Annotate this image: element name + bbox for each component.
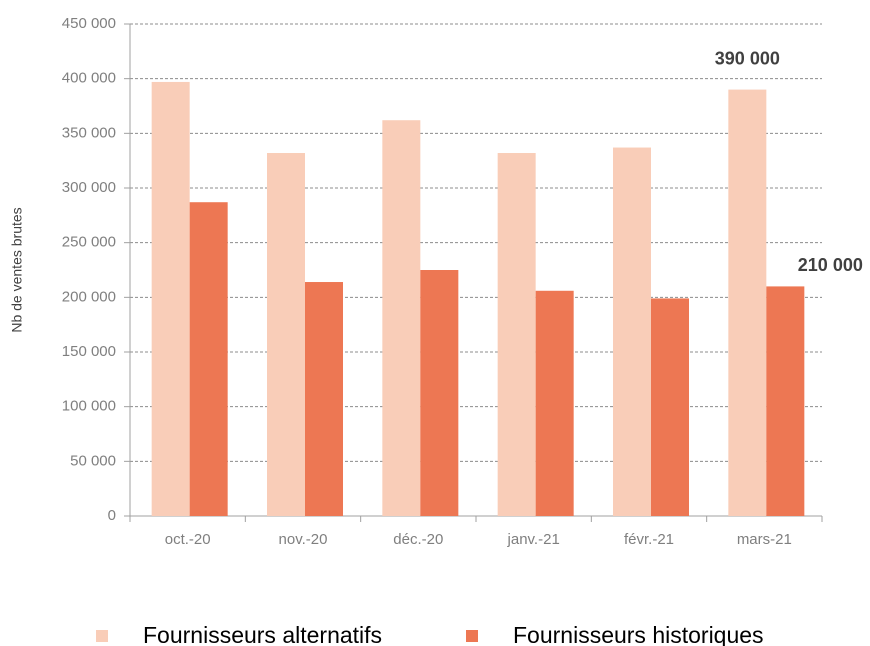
data-label: 210 000 [798, 255, 863, 275]
y-tick-label: 300 000 [62, 179, 116, 196]
legend-swatch [466, 630, 478, 642]
bar [305, 282, 343, 516]
legend-label: Fournisseurs historiques [513, 622, 764, 646]
y-tick-label: 150 000 [62, 343, 116, 360]
bar [651, 298, 689, 516]
bar [189, 202, 228, 517]
y-tick-label: 200 000 [62, 288, 116, 305]
bar [613, 147, 651, 516]
y-tick-label: 100 000 [62, 398, 116, 415]
y-tick-label: 50 000 [70, 452, 116, 469]
bar [766, 286, 805, 516]
x-tick-label: déc.-20 [393, 531, 443, 548]
legend-label: Fournisseurs alternatifs [143, 622, 382, 646]
bar [497, 153, 536, 516]
bar [151, 81, 190, 517]
y-tick-label: 0 [108, 507, 116, 524]
legend-swatch [96, 630, 108, 642]
bar [535, 290, 574, 516]
bar [267, 153, 305, 516]
x-tick-label: févr.-21 [624, 531, 674, 548]
y-tick-label: 350 000 [62, 124, 116, 141]
bar [728, 89, 767, 516]
y-tick-label: 250 000 [62, 234, 116, 251]
x-tick-label: janv.-21 [507, 531, 560, 548]
x-tick-label: oct.-20 [165, 531, 211, 548]
x-tick-label: mars-21 [737, 531, 792, 548]
data-label: 390 000 [715, 48, 780, 68]
y-tick-label: 400 000 [62, 70, 116, 87]
x-tick-label: nov.-20 [279, 531, 328, 548]
bar [420, 270, 459, 516]
y-tick-label: 450 000 [62, 15, 116, 32]
y-axis-label: Nb de ventes brutes [9, 207, 25, 332]
bar [382, 120, 421, 517]
